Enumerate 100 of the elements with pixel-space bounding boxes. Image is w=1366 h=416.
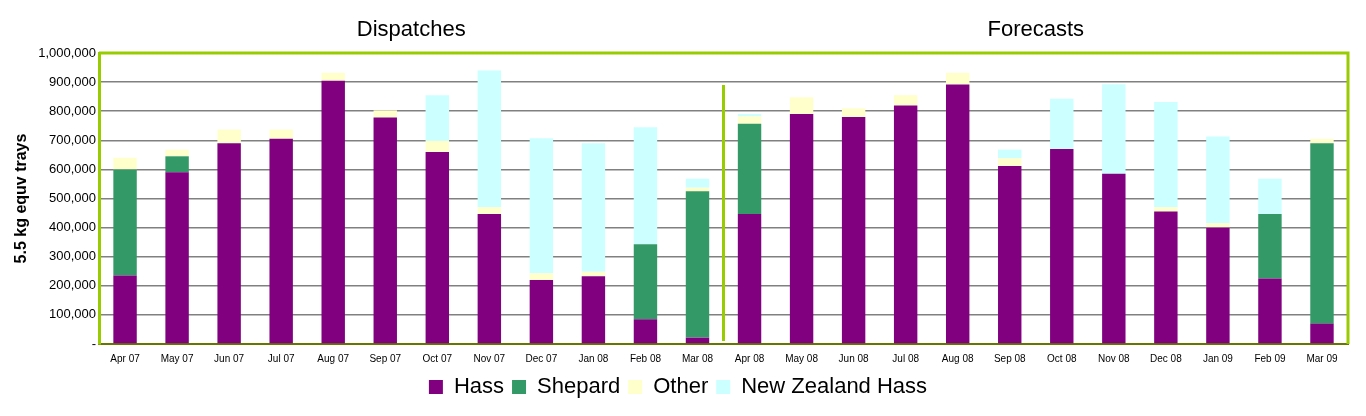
bar (477, 70, 502, 208)
x-tick-label: Oct 07 (422, 352, 453, 364)
bar (998, 165, 1022, 344)
x-tick-label: Apr 08 (734, 352, 765, 364)
y-axis-title: 5.5 kg equv trays (12, 133, 30, 264)
bar (1154, 211, 1178, 344)
bar (1310, 323, 1334, 344)
bar (737, 116, 762, 124)
x-tick-label: Sep 08 (993, 352, 1027, 364)
bar (217, 129, 241, 144)
bar (529, 138, 554, 274)
bar (1258, 278, 1282, 344)
legend-label: Hass (453, 373, 505, 399)
x-tick-label: Jun 08 (838, 352, 870, 364)
bar (945, 84, 970, 344)
bar (217, 143, 241, 344)
bar (789, 97, 814, 115)
bar (1206, 223, 1230, 228)
y-tick-label: 200,000 (49, 277, 97, 293)
bar (1206, 227, 1230, 344)
x-tick-label: Aug 08 (941, 352, 974, 364)
bar (841, 117, 866, 344)
bar (269, 129, 293, 139)
bar (529, 273, 554, 280)
bar (477, 207, 502, 214)
bar (1102, 173, 1126, 344)
x-tick-label: May 07 (160, 352, 194, 364)
x-tick-label: Jan 08 (578, 352, 609, 364)
x-tick-label: Mar 08 (681, 352, 714, 364)
bar (633, 127, 658, 245)
x-tick-label: May 08 (785, 352, 819, 364)
x-tick-label: Dec 07 (525, 352, 558, 364)
y-tick-label: 700,000 (49, 131, 97, 147)
y-tick-label: 900,000 (49, 73, 97, 89)
bar (998, 158, 1022, 166)
y-tick-label: 100,000 (49, 306, 97, 322)
bar (113, 169, 137, 276)
bar (477, 213, 502, 344)
x-tick-label: Aug 07 (317, 352, 350, 364)
x-tick-label: Apr 07 (110, 352, 141, 364)
bar (1050, 149, 1074, 344)
y-tick-label: 400,000 (49, 219, 97, 235)
bar (685, 178, 710, 188)
x-tick-label: Oct 08 (1047, 352, 1077, 364)
bar (269, 138, 293, 344)
x-tick-label: Jan 09 (1202, 352, 1234, 364)
bar (998, 149, 1022, 159)
x-tick-label: Nov 08 (1097, 352, 1131, 364)
bar (321, 72, 345, 81)
x-tick-label: Nov 07 (473, 352, 506, 364)
x-tick-label: Feb 09 (1254, 352, 1286, 364)
x-tick-label: Dec 08 (1150, 352, 1183, 364)
bar (1154, 207, 1178, 212)
bar (1102, 84, 1126, 174)
y-tick-label: 300,000 (49, 248, 97, 264)
bar (529, 279, 554, 344)
bar (1050, 98, 1074, 150)
y-tick-label: 1,000,000 (38, 44, 97, 60)
text: Dispatches (355, 16, 467, 42)
x-tick-label: Jul 08 (892, 352, 920, 364)
bar (893, 105, 918, 344)
legend-label: Other (653, 373, 709, 399)
bar (1206, 136, 1230, 224)
bar (113, 157, 137, 170)
bar (321, 80, 345, 344)
bar (945, 72, 970, 85)
y-tick-label: 800,000 (49, 102, 97, 118)
bar (581, 271, 606, 277)
bar (685, 191, 710, 338)
legend-label: New Zealand Hass (741, 373, 928, 399)
bar (737, 213, 762, 344)
x-tick-label: Mar 09 (1306, 352, 1338, 364)
bar (425, 140, 449, 152)
bar (1154, 101, 1178, 208)
x-tick-label: Sep 07 (369, 352, 402, 364)
bar (581, 143, 606, 272)
bar (1310, 143, 1334, 324)
bar (1258, 178, 1282, 214)
x-tick-label: Jun 07 (214, 352, 245, 364)
bar (737, 123, 762, 214)
bar (425, 151, 449, 344)
y-tick-label: 600,000 (49, 160, 97, 176)
y-tick-label: - (91, 335, 97, 351)
x-tick-label: Feb 08 (629, 352, 662, 364)
bar (893, 95, 918, 106)
legend-label: Shepard (537, 373, 621, 399)
bar (373, 117, 397, 344)
bar (633, 319, 658, 344)
x-tick-label: Jul 07 (267, 352, 295, 364)
y-tick-label: 500,000 (49, 190, 97, 206)
bar (633, 244, 658, 320)
bar (165, 149, 189, 157)
bar (165, 172, 189, 344)
bar (165, 156, 189, 173)
bar (373, 110, 397, 118)
bar (841, 108, 866, 118)
text: Forecasts (986, 16, 1086, 42)
bar (789, 114, 814, 344)
bar (581, 276, 606, 344)
bar (1258, 213, 1282, 279)
